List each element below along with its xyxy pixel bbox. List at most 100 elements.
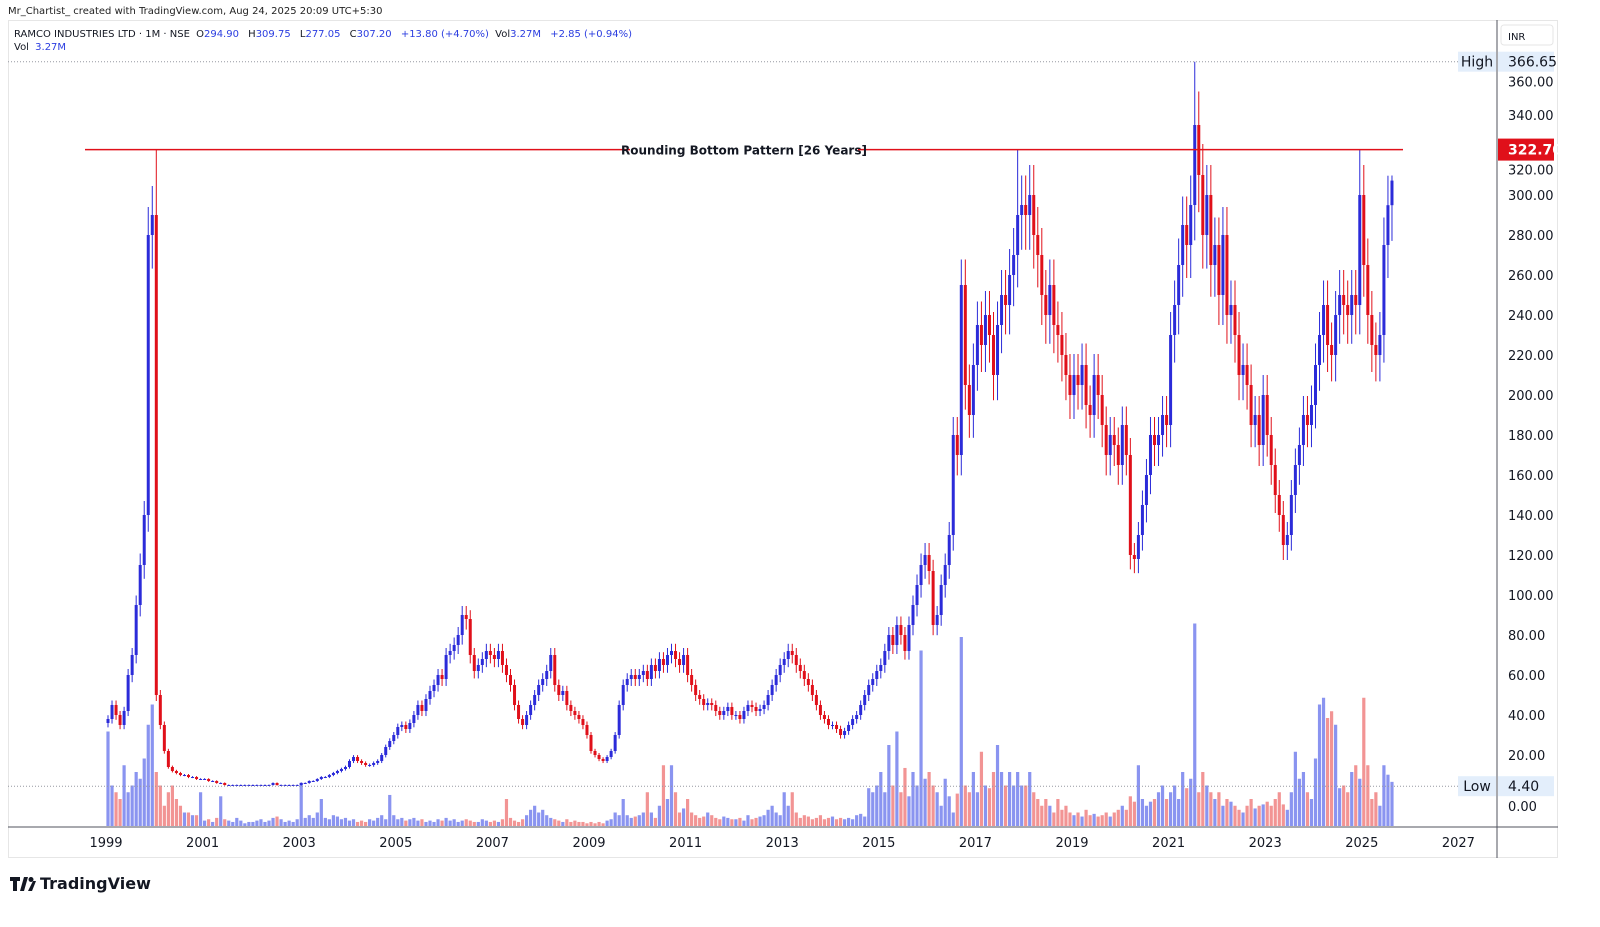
- volume-bar: [915, 785, 919, 826]
- currency-label: INR: [1508, 32, 1525, 43]
- volume-bar: [1036, 799, 1040, 826]
- candle-body: [935, 615, 939, 625]
- candle: [291, 784, 295, 786]
- candle: [1297, 427, 1301, 485]
- candle-body: [138, 565, 142, 605]
- volume-bar: [1366, 765, 1370, 826]
- candle-body: [1285, 535, 1289, 545]
- volume-bar: [1108, 816, 1112, 826]
- candle: [863, 690, 867, 711]
- volume-bar: [883, 792, 887, 826]
- candle-body: [983, 315, 987, 345]
- candle: [154, 149, 158, 701]
- candle-body: [585, 725, 589, 735]
- candle-body: [162, 725, 166, 751]
- candle: [1036, 207, 1040, 288]
- volume-bar: [939, 805, 943, 826]
- volume-bar: [838, 817, 843, 826]
- candle-body: [665, 655, 669, 665]
- volume-bar: [1374, 792, 1378, 826]
- candle-body: [971, 365, 975, 415]
- volume-bar: [681, 808, 686, 826]
- volume-bar: [460, 820, 464, 826]
- candle-body: [275, 783, 279, 785]
- candle: [279, 784, 283, 786]
- candle: [738, 711, 742, 724]
- candle: [657, 652, 661, 679]
- volume-bar: [661, 765, 666, 826]
- volume-bar: [1330, 711, 1334, 826]
- volume-bar: [416, 820, 420, 826]
- candle: [182, 774, 186, 777]
- candle: [714, 700, 718, 717]
- candle-body: [440, 675, 444, 679]
- candle: [1108, 417, 1112, 476]
- volume-bar: [669, 765, 674, 826]
- candle-body: [577, 715, 581, 719]
- candle: [400, 721, 404, 732]
- volume-bar: [1305, 792, 1310, 826]
- volume-bar: [1213, 799, 1217, 826]
- candle-body: [460, 615, 464, 635]
- candle-body: [661, 659, 665, 665]
- candle-body: [146, 235, 150, 515]
- volume-bar: [412, 817, 416, 826]
- high-marker-bg: [1458, 51, 1496, 72]
- candle-body: [291, 785, 295, 786]
- volume-bar: [959, 637, 963, 826]
- y-tick-label: 160.00: [1508, 469, 1554, 484]
- volume-bar: [174, 799, 179, 826]
- tradingview-logo[interactable]: TradingView: [10, 874, 151, 893]
- volume-bar: [211, 821, 215, 826]
- candle: [967, 364, 971, 438]
- high-price-bg: [1498, 51, 1554, 72]
- candle: [239, 784, 243, 786]
- candle: [174, 769, 178, 775]
- candle: [698, 690, 702, 705]
- candle-body: [1297, 445, 1301, 465]
- volume-bar: [593, 823, 597, 826]
- candle: [1148, 417, 1152, 495]
- chart-frame: [8, 20, 1558, 858]
- candle-body: [1281, 515, 1285, 545]
- candle-body: [1201, 175, 1205, 235]
- candle: [1193, 61, 1197, 241]
- candle: [327, 774, 331, 779]
- volume-bar: [364, 821, 368, 826]
- candle: [311, 780, 315, 782]
- volume-bar: [553, 819, 557, 826]
- y-tick-label: 0.00: [1508, 800, 1537, 815]
- volume-bar: [545, 815, 549, 826]
- volume-bar: [1273, 799, 1277, 826]
- candle: [818, 700, 822, 720]
- candle: [464, 606, 468, 630]
- volume-bar: [1181, 772, 1185, 826]
- candle: [1285, 522, 1289, 560]
- candle: [1060, 312, 1064, 382]
- candle: [468, 610, 472, 664]
- candle-body: [1161, 415, 1165, 435]
- candle-body: [545, 671, 549, 679]
- volume-bar: [895, 731, 899, 826]
- candle-body: [557, 685, 561, 695]
- volume-bar: [500, 819, 505, 826]
- candle: [577, 711, 581, 724]
- candle: [178, 771, 182, 777]
- volume-bar: [146, 724, 150, 826]
- candle: [549, 648, 553, 679]
- candle-body: [303, 783, 307, 784]
- volume-bar: [1253, 808, 1257, 826]
- candle-body: [384, 747, 388, 755]
- candle: [488, 643, 492, 664]
- candle-body: [339, 769, 343, 771]
- candle: [891, 627, 895, 654]
- candle: [762, 700, 766, 715]
- candle: [1370, 291, 1374, 372]
- volume-bar: [267, 820, 271, 826]
- candle: [722, 706, 726, 720]
- candle: [1354, 270, 1358, 335]
- low-value: 277.05: [305, 29, 341, 40]
- candle: [943, 553, 947, 598]
- candle: [247, 784, 251, 786]
